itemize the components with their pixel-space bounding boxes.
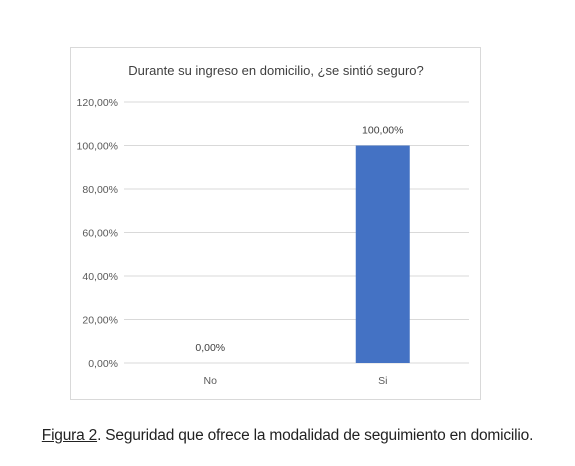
y-axis-ticks: 0,00% 20,00% 40,00% 60,00% 80,00% 100,00% 120,… — [77, 97, 118, 370]
x-tick-label-si: Si — [378, 375, 387, 387]
figure-caption-text: . Seguridad que ofrece la modalidad de s… — [97, 427, 534, 444]
y-tick-label: 0,00% — [88, 358, 118, 370]
bar-chart: Durante su ingreso en domicilio, ¿se sin… — [77, 63, 469, 387]
x-tick-label-no: No — [204, 375, 218, 387]
chart-title: Durante su ingreso en domicilio, ¿se sin… — [128, 63, 424, 78]
bars — [355, 145, 410, 363]
data-label-no: 0,00% — [195, 342, 225, 354]
gridlines — [124, 101, 469, 364]
y-tick-label: 40,00% — [82, 271, 118, 283]
y-tick-label: 60,00% — [82, 228, 118, 240]
figure-label: Figura 2 — [41, 427, 98, 444]
figure-caption: Figura 2. Seguridad que ofrece la modali… — [0, 427, 575, 445]
data-label-si: 100,00% — [362, 125, 403, 137]
y-tick-label: 20,00% — [82, 315, 118, 327]
y-tick-label: 100,00% — [77, 141, 118, 153]
chart-frame: Durante su ingreso en domicilio, ¿se sin… — [70, 47, 481, 400]
y-tick-label: 80,00% — [82, 184, 118, 196]
x-axis-ticks: No Si — [204, 375, 388, 387]
y-tick-label: 120,00% — [77, 97, 118, 109]
bar-si — [355, 145, 410, 363]
data-labels: 0,00% 100,00% — [195, 125, 403, 355]
